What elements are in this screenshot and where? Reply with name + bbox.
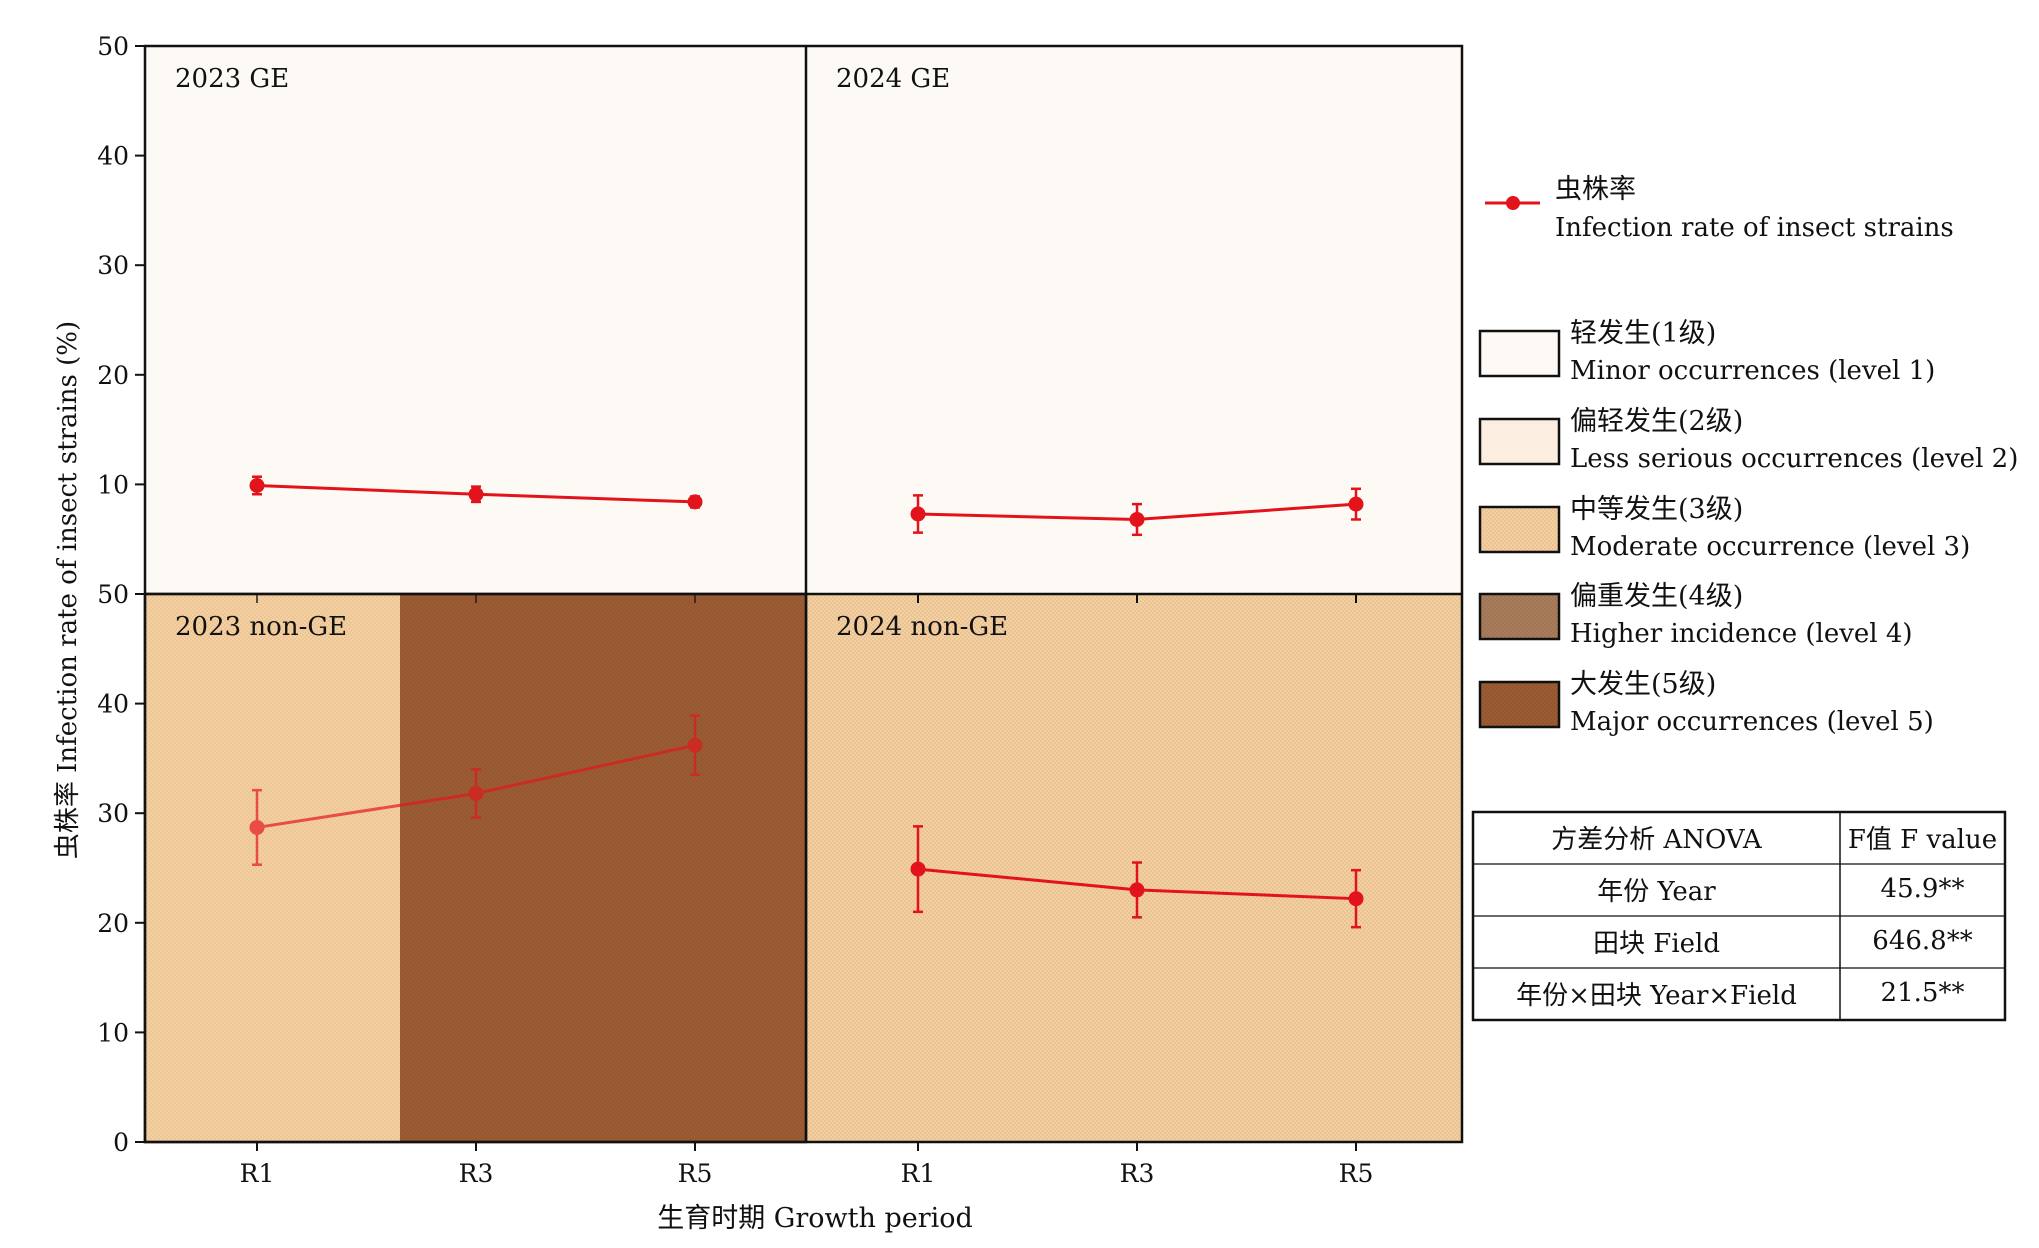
y-tick-label: 50 [97, 32, 129, 61]
legend-level-label-en: Moderate occurrence (level 3) [1570, 532, 1970, 562]
data-point [249, 819, 265, 835]
x-tick-label: R1 [240, 1159, 275, 1188]
panel-label: 2024 non-GE [836, 612, 1008, 642]
legend-level-label-cn: 中等发生(3级) [1570, 494, 1743, 525]
panel-label: 2023 non-GE [175, 612, 347, 642]
y-axis-label: 虫株率 Infection rate of insect strains (%) [53, 321, 83, 859]
legend-level-label-cn: 轻发生(1级) [1570, 318, 1716, 349]
panel-label: 2024 GE [836, 64, 950, 94]
data-point [468, 785, 484, 801]
x-axis: R1 R3 R5 R1 R3 R5 [240, 594, 1374, 1188]
legend-level-label-en: Less serious occurrences (level 2) [1570, 444, 2018, 474]
legend-level-label-en: Minor occurrences (level 1) [1570, 356, 1935, 386]
y-tick-label: 0 [113, 1128, 129, 1157]
legend-level-label-cn: 偏重发生(4级) [1570, 581, 1743, 612]
legend-swatch-level-1 [1478, 329, 1561, 378]
x-tick-label: R5 [1339, 1159, 1374, 1188]
legend-swatch-level-2 [1478, 417, 1561, 466]
data-point [687, 494, 703, 510]
y-tick-label: 20 [97, 361, 129, 390]
y-tick-label: 40 [97, 690, 129, 719]
data-point [1129, 511, 1145, 527]
anova-row-fvalue: 21.5** [1881, 978, 1965, 1008]
x-axis-label: 生育时期 Growth period [657, 1203, 973, 1234]
y-tick-label: 50 [97, 580, 129, 609]
shading-grain [400, 594, 806, 1142]
shading-level-1 [806, 46, 1462, 594]
x-tick-label: R3 [459, 1159, 494, 1188]
data-point [1129, 882, 1145, 898]
y-tick-label: 40 [97, 142, 129, 171]
data-point [910, 861, 926, 877]
data-point [910, 506, 926, 522]
x-tick-label: R1 [901, 1159, 936, 1188]
y-tick-label: 20 [97, 909, 129, 938]
legend-series-label-cn: 虫株率 [1555, 174, 1636, 205]
data-point [1348, 891, 1364, 907]
anova-row-source: 田块 Field [1593, 929, 1720, 959]
legend-series-label-en: Infection rate of insect strains [1555, 213, 1954, 243]
data-series [143, 475, 1364, 1144]
shading-overlay-level-5 [400, 594, 806, 1142]
legend-swatch-grain [1480, 682, 1559, 727]
shading-overlay-level-3 [145, 594, 400, 1142]
y-tick-label: 30 [97, 251, 129, 280]
legend-level-label-en: Major occurrences (level 5) [1570, 707, 1934, 737]
panel-frame-redraw [143, 592, 808, 1144]
anova-row-source: 年份×田块 Year×Field [1516, 981, 1797, 1011]
anova-header-source: 方差分析 ANOVA [1551, 825, 1763, 855]
y-tick-label: 10 [97, 470, 129, 499]
panel-label: 2023 GE [175, 64, 289, 94]
legend: 虫株率 Infection rate of insect strains 轻发生(1… [1478, 174, 2018, 737]
shading-level-1 [145, 46, 806, 594]
legend-swatch-grain [1480, 594, 1559, 639]
shading-grain [145, 594, 400, 1142]
anova-row-fvalue: 646.8** [1872, 926, 1972, 956]
anova-row-source: 年份 Year [1597, 877, 1716, 907]
data-point [687, 737, 703, 753]
anova-table: 方差分析 ANOVA F值 F value 年份 Year 45.9** 田块 Fiel… [1471, 810, 2007, 1022]
legend-level-label-cn: 偏轻发生(2级) [1570, 406, 1743, 437]
legend-level-label-en: Higher incidence (level 4) [1570, 619, 1913, 649]
data-point [249, 477, 265, 493]
data-point [1348, 496, 1364, 512]
anova-header-fvalue: F值 F value [1848, 825, 1997, 855]
y-tick-label: 30 [97, 799, 129, 828]
x-tick-label: R5 [678, 1159, 713, 1188]
legend-swatch-grain [1480, 507, 1559, 552]
panel-labels: 2023 GE 2024 GE 2023 non-GE 2024 non-GE [175, 64, 1008, 642]
x-tick-label: R3 [1120, 1159, 1155, 1188]
y-tick-label: 10 [97, 1018, 129, 1047]
anova-row-fvalue: 45.9** [1881, 874, 1965, 904]
y-axis: 0 10 20 30 40 50 10 20 30 40 50 [97, 32, 146, 1157]
data-point [468, 486, 484, 502]
legend-series-marker [1506, 196, 1520, 210]
shading-grain [806, 594, 1462, 1142]
legend-level-label-cn: 大发生(5级) [1570, 669, 1716, 700]
